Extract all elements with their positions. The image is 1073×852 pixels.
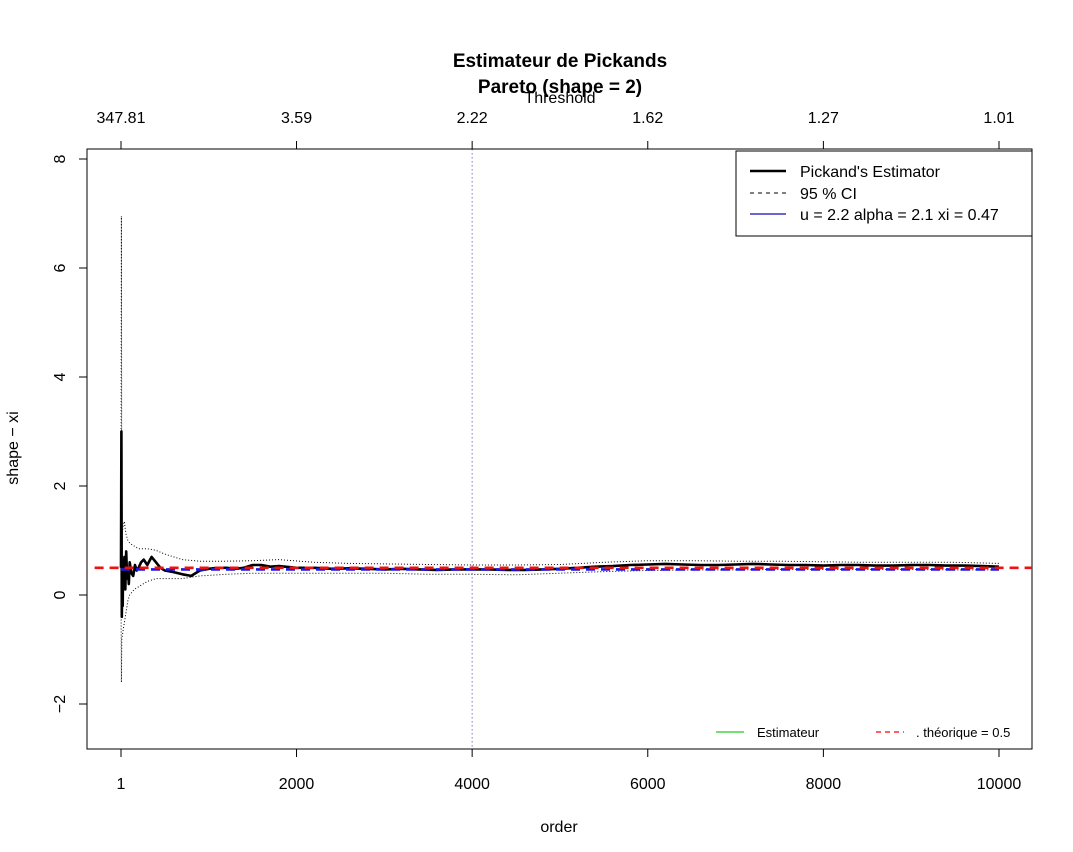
top-axis-label: Threshold xyxy=(524,90,595,107)
y-tick-label: 2 xyxy=(52,481,69,490)
top-tick-label: 1.62 xyxy=(632,110,663,127)
plot-layer xyxy=(94,149,1032,749)
y-tick-label: −2 xyxy=(52,695,69,713)
top-tick-label: 1.27 xyxy=(808,110,839,127)
chart-title: Estimateur de Pickands xyxy=(453,51,667,72)
x-tick-label: 1 xyxy=(117,776,126,793)
legend-secondary: Estimateur . théorique = 0.5 xyxy=(716,725,1010,740)
legend-main: Pickand's Estimator 95 % CI u = 2.2 alph… xyxy=(735,150,1033,237)
legend-main-label-estimator: Pickand's Estimator xyxy=(800,164,941,181)
series-line-1 xyxy=(120,215,1000,566)
legend-secondary-label-estimateur: Estimateur xyxy=(757,725,820,740)
top-tick-label: 347.81 xyxy=(97,110,146,127)
x-tick-label: 8000 xyxy=(806,776,842,793)
top-tick-label: 3.59 xyxy=(281,110,312,127)
axes-layer: 1 2000 4000 6000 8000 10000 347.81 3.59 2.22 1.62… xyxy=(52,110,1021,793)
y-tick-label: 0 xyxy=(52,590,69,599)
y-axis-label: shape − xi xyxy=(5,411,22,484)
legend-main-label-u: u = 2.2 alpha = 2.1 xi = 0.47 xyxy=(800,207,999,224)
plot-frame xyxy=(86,148,1033,750)
legend-main-label-ci: 95 % CI xyxy=(800,186,857,203)
x-axis-label: order xyxy=(540,819,578,836)
series-line-0 xyxy=(119,430,1000,619)
x-tick-label: 6000 xyxy=(630,776,666,793)
top-tick-label: 1.01 xyxy=(983,110,1014,127)
y-tick-label: 6 xyxy=(52,263,69,272)
legend-secondary-label-theorique: . théorique = 0.5 xyxy=(916,725,1010,740)
x-tick-label: 10000 xyxy=(977,776,1022,793)
chart-subtitle: Pareto (shape = 2) xyxy=(478,77,642,98)
top-tick-label: 2.22 xyxy=(457,110,488,127)
series-line-2 xyxy=(120,568,999,683)
x-tick-label: 2000 xyxy=(279,776,315,793)
y-tick-label: 4 xyxy=(52,372,69,381)
x-tick-label: 4000 xyxy=(454,776,490,793)
y-tick-label: 8 xyxy=(52,154,69,163)
